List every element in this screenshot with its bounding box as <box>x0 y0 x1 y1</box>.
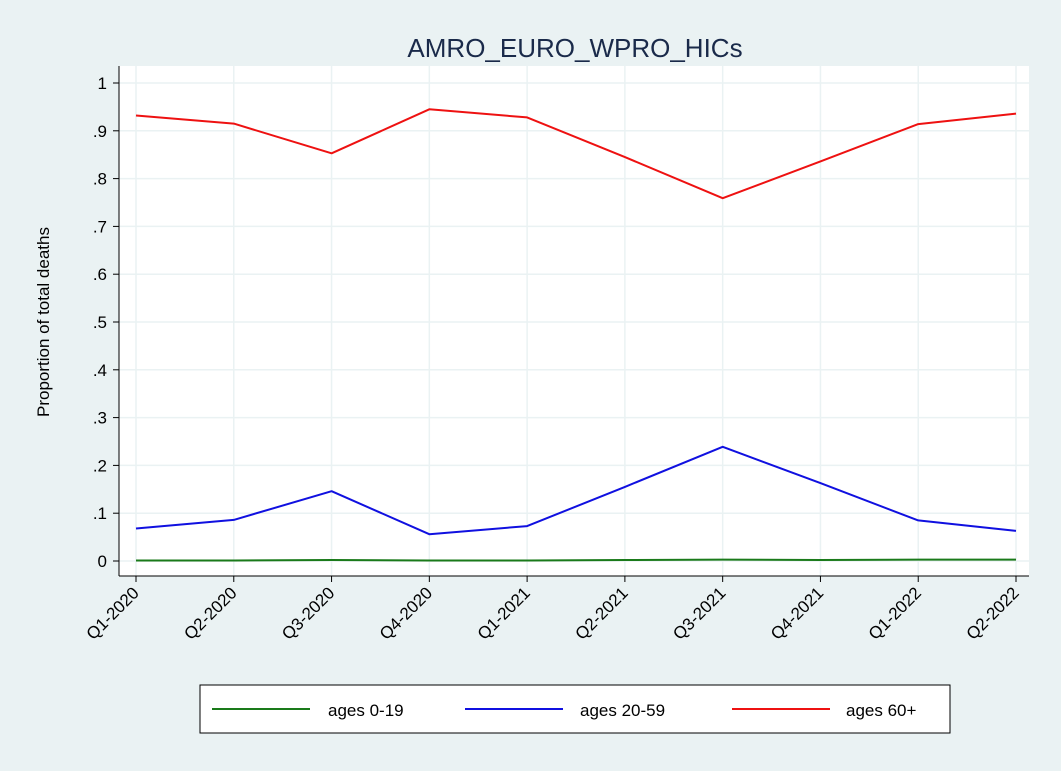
series-lines <box>135 108 1017 562</box>
y-tick-label: .6 <box>93 265 107 284</box>
x-tick-label: Q1-2021 <box>474 583 534 643</box>
y-tick-label: .8 <box>93 170 107 189</box>
series-line <box>136 558 1016 562</box>
x-tick-label: Q2-2021 <box>571 583 631 643</box>
y-tick-label: .1 <box>93 504 107 523</box>
x-tick-label: Q4-2020 <box>376 583 436 643</box>
legend-label: ages 0-19 <box>328 701 404 720</box>
chart-title: AMRO_EURO_WPRO_HICs <box>407 33 742 63</box>
series-line <box>135 445 1017 536</box>
x-tick-label: Q2-2022 <box>963 583 1023 643</box>
x-tick-label: Q4-2021 <box>767 583 827 643</box>
plot-area <box>119 66 1029 576</box>
legend: ages 0-19 ages 20-59 ages 60+ <box>199 684 951 734</box>
x-tick-label: Q2-2020 <box>180 583 240 643</box>
legend-label: ages 60+ <box>846 701 916 720</box>
y-tick-label: .7 <box>93 217 107 236</box>
legend-box <box>199 684 951 734</box>
legend-label: ages 20-59 <box>580 701 665 720</box>
y-tick-label: .4 <box>93 361 107 380</box>
y-tick-label: .9 <box>93 122 107 141</box>
x-tick-label: Q3-2020 <box>278 583 338 643</box>
y-tick-label: .5 <box>93 313 107 332</box>
y-axis-title: Proportion of total deaths <box>34 227 53 417</box>
y-tick-label: 1 <box>98 74 107 93</box>
series-line <box>135 108 1017 200</box>
y-tick-label: 0 <box>98 552 107 571</box>
y-tick-label: .2 <box>93 456 107 475</box>
x-tick-label: Q1-2020 <box>83 583 143 643</box>
x-tick-label: Q3-2021 <box>669 583 729 643</box>
y-tick-label: .3 <box>93 409 107 428</box>
x-tick-label: Q1-2022 <box>865 583 925 643</box>
